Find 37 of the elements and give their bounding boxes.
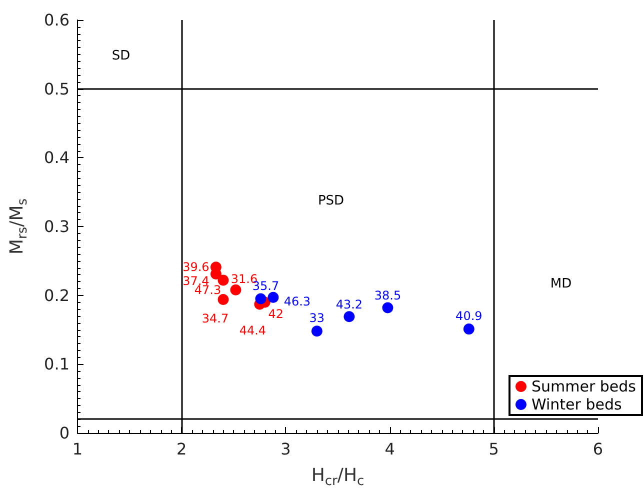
legend-label: Summer beds — [532, 378, 636, 396]
annotation: 42 — [268, 307, 284, 322]
annotation: 46.3 — [284, 294, 311, 308]
annotation: PSD — [318, 194, 344, 208]
point — [255, 293, 266, 304]
annotation: 44.4 — [239, 323, 266, 338]
annotation: MD — [550, 276, 572, 292]
annotation: 40.9 — [456, 309, 482, 324]
x-tick-label: 2 — [176, 440, 187, 458]
point — [218, 274, 229, 286]
point — [344, 311, 355, 322]
annotation: 34.7 — [202, 311, 229, 326]
point — [218, 294, 229, 305]
annotation: 43.2 — [336, 298, 363, 312]
point — [268, 292, 279, 303]
annotation: 39.6 — [182, 260, 210, 274]
x-tick-label: 3 — [280, 440, 291, 458]
annotation: 33 — [309, 311, 325, 326]
y-tick-label: 0.4 — [44, 148, 70, 168]
y-tick-label: 0.3 — [44, 217, 70, 236]
point — [382, 302, 394, 314]
y-tick-label: 0.2 — [44, 286, 70, 305]
annotation: SD — [112, 48, 130, 64]
point — [311, 326, 322, 337]
y-axis-title: Mrs/Ms — [6, 198, 30, 255]
x-tick-label: 6 — [592, 440, 604, 458]
point — [463, 324, 474, 335]
x-tick-label: 1 — [72, 440, 83, 458]
annotation: 38.5 — [374, 288, 402, 303]
legend-label: Winter beds — [532, 396, 622, 414]
x-tick-label: 4 — [384, 440, 395, 458]
y-tick-label: 0.1 — [44, 354, 70, 374]
y-tick-label: 0.6 — [44, 10, 70, 30]
x-tick-label: 5 — [488, 440, 499, 458]
point — [230, 284, 242, 296]
y-tick-label: 0 — [59, 424, 70, 442]
y-tick-label: 0.5 — [44, 79, 70, 98]
